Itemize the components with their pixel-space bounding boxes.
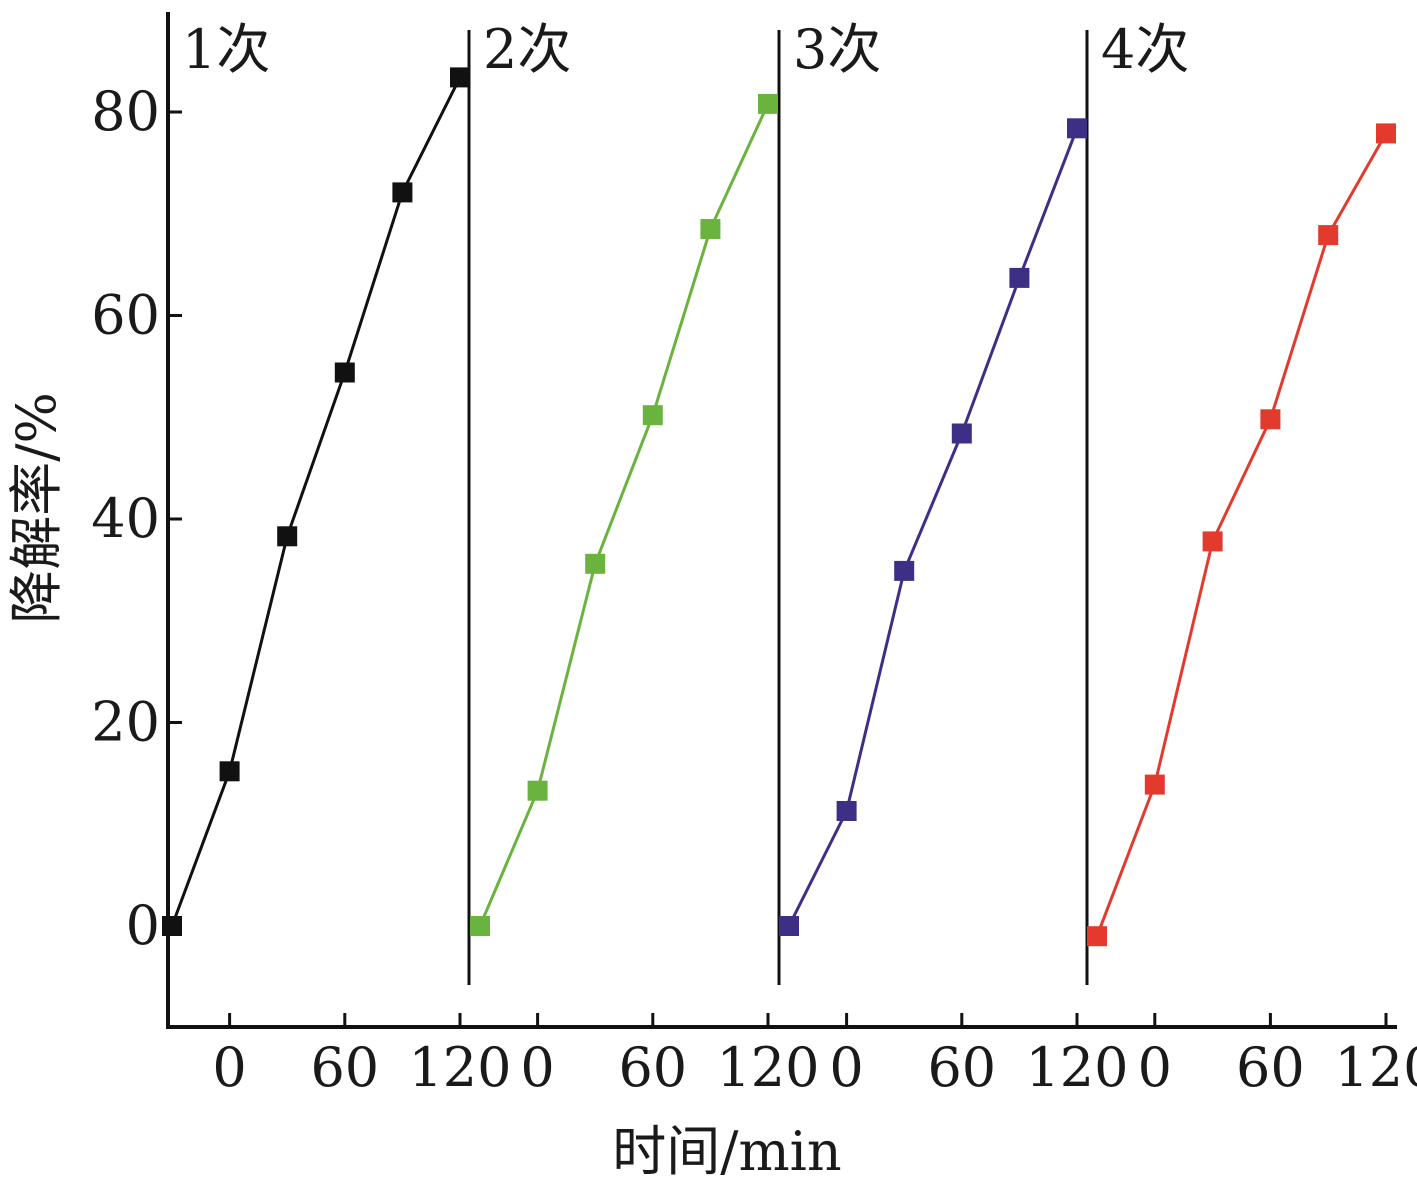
data-point: [1144, 774, 1165, 795]
data-point: [1318, 225, 1339, 246]
data-point: [1067, 118, 1087, 139]
x-tick-label: 0: [212, 1036, 246, 1099]
cycle-label: 1次: [182, 18, 270, 81]
x-tick-label: 120: [716, 1036, 819, 1099]
x-tick-label: 60: [927, 1036, 996, 1099]
series-line: [170, 76, 462, 927]
cycle-separators: 1次 2次 3次 4次: [182, 18, 1189, 985]
x-tick-label: 0: [1138, 1036, 1172, 1099]
cycle-label: 3次: [793, 18, 881, 81]
x-tick-label: 120: [1334, 1036, 1417, 1099]
y-axis-title: 降解率/%: [5, 392, 68, 624]
series-4: [1087, 123, 1396, 947]
data-point: [894, 560, 915, 581]
y-tick-label: 40: [91, 487, 160, 550]
x-tick-label: 60: [310, 1036, 379, 1099]
series-line: [1095, 132, 1388, 937]
data-point: [836, 801, 857, 821]
data-point: [1376, 123, 1396, 144]
series-group: [162, 67, 1396, 947]
labels: 降解率/% 时间/min: [5, 392, 842, 1181]
data-point: [450, 67, 470, 88]
data-point: [700, 219, 721, 239]
series-line: [787, 127, 1079, 927]
x-tick-label: 120: [1025, 1036, 1128, 1099]
cycle-label: 2次: [483, 18, 571, 81]
data-point: [162, 916, 182, 936]
data-point: [334, 362, 355, 383]
y-tick-label: 60: [91, 284, 160, 347]
data-point: [585, 553, 606, 574]
x-tick-label: 60: [618, 1036, 687, 1099]
x-axis-title: 时间/min: [612, 1120, 841, 1181]
x-tick-label: 60: [1236, 1036, 1305, 1099]
data-point: [277, 526, 298, 547]
y-tick-label: 80: [91, 80, 160, 143]
series-3: [779, 118, 1087, 936]
y-tick-label: 20: [91, 691, 160, 754]
data-point: [758, 93, 778, 114]
series-1: [162, 67, 470, 936]
data-point: [951, 423, 972, 444]
data-point: [642, 405, 663, 426]
series-line: [478, 103, 770, 927]
x-tick-label: 120: [408, 1036, 511, 1099]
x-tick-label: 0: [520, 1036, 554, 1099]
data-point: [1260, 409, 1281, 430]
data-point: [1087, 926, 1107, 947]
data-point: [219, 761, 240, 782]
series-2: [470, 93, 778, 936]
axes: 020406080060120060120060120060120: [91, 12, 1417, 1099]
x-tick-label: 0: [829, 1036, 863, 1099]
data-point: [1202, 531, 1223, 552]
data-point: [1009, 267, 1030, 288]
y-tick-label: 0: [126, 894, 160, 957]
data-point: [527, 780, 548, 801]
data-point: [470, 916, 490, 936]
cycle-label: 4次: [1101, 18, 1189, 81]
data-point: [779, 916, 799, 936]
data-point: [392, 182, 413, 203]
